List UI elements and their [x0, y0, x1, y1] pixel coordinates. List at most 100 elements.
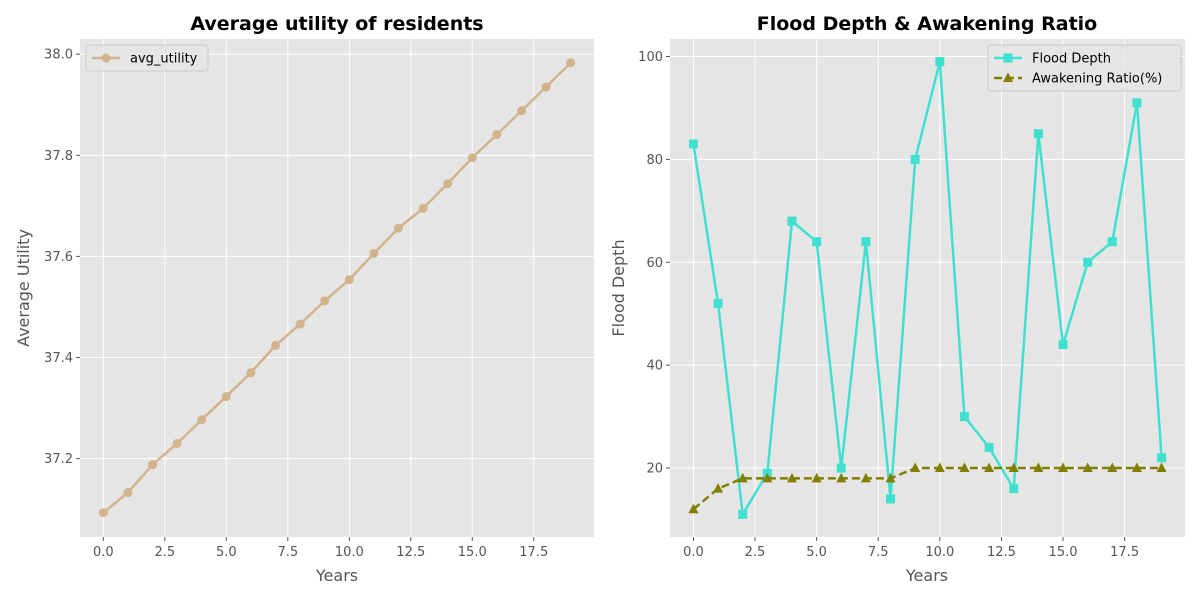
awakening-ratio-point: [811, 472, 822, 483]
flood-depth-point: [861, 237, 871, 247]
flood-depth-point: [812, 237, 822, 247]
flood-legend-box: [987, 44, 1182, 92]
awakening-ratio-legend-label: Awakening Ratio(%): [1032, 72, 1162, 87]
flood-depth-point: [984, 442, 994, 452]
avg-utility-point: [148, 460, 158, 470]
flood-depth-point: [1058, 340, 1068, 350]
flood-chart-title: Flood Depth & Awakening Ratio: [757, 13, 1097, 35]
utility-x-axis-label: Years: [315, 566, 358, 585]
avg-utility-point: [344, 275, 354, 285]
flood-depth-line: [692, 60, 1163, 516]
flood-depth-point: [959, 412, 969, 422]
flood-depth-point: [688, 139, 698, 149]
flood-y-tick-label: 40: [646, 359, 663, 374]
flood-depth-point: [738, 509, 748, 519]
utility-y-tick-label: 37.6: [44, 250, 73, 265]
flood-depth-point: [1009, 484, 1019, 494]
flood-x-tick-label: 15.0: [1049, 545, 1078, 560]
flood-depth-point: [1083, 257, 1093, 267]
flood-y-tick-label: 80: [646, 153, 663, 168]
awakening-ratio-point: [1082, 462, 1093, 473]
awakening-ratio-point: [1058, 462, 1069, 473]
awakening-ratio-point: [1107, 462, 1118, 473]
flood-y-tick-label: 60: [646, 256, 663, 271]
utility-y-tick-label: 37.8: [44, 149, 73, 164]
flood-series-group: [688, 57, 1167, 519]
flood-depth-legend-marker: [1003, 53, 1013, 63]
awakening-ratio-point: [1131, 462, 1142, 473]
utility-x-tick-label: 10.0: [335, 545, 364, 560]
awakening-ratio-point: [934, 462, 945, 473]
utility-y-tick-label: 37.2: [44, 452, 73, 467]
flood-depth-point: [1033, 129, 1043, 139]
flood-x-tick-label: 5.0: [806, 545, 827, 560]
flood-x-tick-label: 0.0: [683, 545, 704, 560]
flood-y-ticks: 20 40 60 80 100: [638, 50, 670, 477]
awakening-ratio-point: [860, 472, 871, 483]
awakening-ratio-point: [910, 462, 921, 473]
flood-x-tick-label: 17.5: [1110, 545, 1139, 560]
utility-series-group: [98, 58, 576, 518]
avg-utility-point: [295, 319, 305, 329]
avg-utility-point: [197, 415, 207, 425]
utility-y-axis-label: Average Utility: [14, 229, 33, 347]
flood-plot-area: [670, 39, 1185, 537]
avg-utility-point: [541, 82, 551, 92]
flood-x-tick-label: 12.5: [987, 545, 1016, 560]
avg-utility-point: [393, 223, 403, 233]
utility-y-tick-label: 37.4: [44, 351, 73, 366]
awakening-ratio-point: [984, 462, 995, 473]
utility-y-ticks: 37.2 37.4 37.6 37.8 38.0: [44, 48, 80, 467]
flood-x-tick-label: 7.5: [868, 545, 889, 560]
awakening-ratio-point: [885, 472, 896, 483]
utility-x-tick-label: 15.0: [458, 545, 487, 560]
awakening-ratio-point: [1156, 462, 1167, 473]
flood-depth-point: [1132, 98, 1142, 108]
avg-utility-point: [418, 203, 428, 213]
utility-x-tick-label: 7.5: [277, 545, 298, 560]
utility-chart: 0.0 2.5 5.0 7.5 10.0 12.5 15.0 17.5 37.237.437.…: [14, 13, 594, 585]
utility-chart-title: Average utility of residents: [190, 13, 483, 35]
flood-depth-point: [935, 57, 945, 67]
flood-y-tick-label: 20: [646, 462, 663, 477]
avg-utility-point: [443, 179, 453, 189]
flood-legend: Flood Depth Awakening Ratio(%): [987, 44, 1182, 92]
avg-utility-point: [467, 153, 477, 163]
flood-depth-point: [1157, 453, 1167, 463]
flood-x-tick-label: 2.5: [745, 545, 766, 560]
avg-utility-point: [221, 391, 231, 401]
flood-y-tick-label: 100: [638, 50, 663, 65]
avg-utility-point: [369, 248, 379, 258]
avg-utility-point: [246, 368, 256, 378]
awakening-ratio-point: [1008, 462, 1019, 473]
awakening-ratio-line: [692, 466, 1162, 511]
utility-legend: avg_utility: [85, 44, 209, 72]
flood-chart: 0.0 2.5 5.0 7.5 10.0 12.5 15.0 17.5 20 40 60 80 100…: [609, 13, 1185, 585]
flood-depth-legend-label: Flood Depth: [1032, 52, 1111, 67]
awakening-ratio-legend-marker: [1003, 72, 1013, 82]
avg-utility-point: [320, 296, 330, 306]
avg-utility-point: [566, 58, 576, 68]
awakening-ratio-point: [959, 462, 970, 473]
utility-x-tick-label: 5.0: [216, 545, 237, 560]
avg-utility-point: [172, 438, 182, 448]
flood-x-axis-label: Years: [905, 566, 948, 585]
awakening-ratio-point: [688, 503, 699, 514]
flood-depth-point: [1107, 237, 1117, 247]
avg-utility-point: [492, 130, 502, 140]
awakening-ratio-point: [762, 472, 773, 483]
flood-y-axis-label: Flood Depth: [609, 239, 628, 336]
flood-depth-point: [713, 298, 723, 308]
flood-depth-point: [787, 216, 797, 226]
awakening-ratio-point: [713, 483, 724, 493]
flood-x-ticks: 0.0 2.5 5.0 7.5 10.0 12.5 15.0 17.5: [683, 537, 1139, 560]
flood-depth-point: [836, 463, 846, 473]
avg-utility-legend-label: avg_utility: [130, 52, 198, 67]
awakening-ratio-point: [836, 472, 847, 483]
utility-x-tick-label: 12.5: [396, 545, 425, 560]
awakening-ratio-point: [737, 472, 748, 483]
avg-utility-legend-marker: [101, 53, 111, 63]
utility-x-tick-label: 0.0: [93, 545, 114, 560]
avg-utility-point: [98, 508, 108, 518]
flood-depth-point: [910, 154, 920, 164]
